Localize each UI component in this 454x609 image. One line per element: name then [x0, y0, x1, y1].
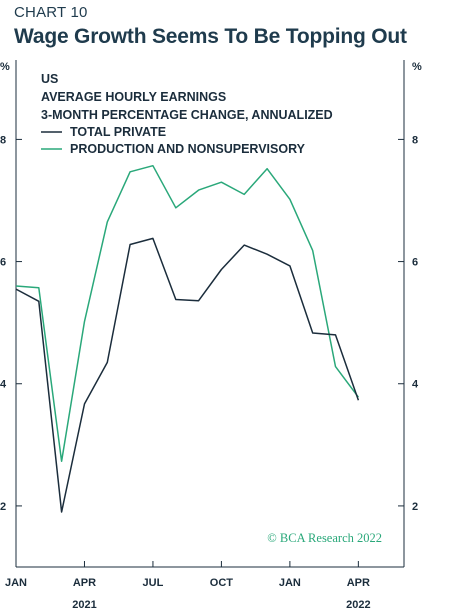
legend-series-total-private: TOTAL PRIVATE [70, 125, 166, 139]
y-axis-right: % 2 4 6 8 [398, 61, 422, 513]
x-tick-label: APR [73, 577, 96, 589]
legend-subtitle-line-2: 3-MONTH PERCENTAGE CHANGE, ANNUALIZED [41, 108, 333, 122]
y-axis-left: % 2 4 6 8 [0, 61, 22, 513]
legend: US AVERAGE HOURLY EARNINGS 3-MONTH PERCE… [41, 72, 333, 156]
chart-number: CHART 10 [14, 4, 88, 21]
plot-frame [15, 60, 405, 568]
x-tick-label: JAN [5, 577, 27, 589]
x-year-label: 2022 [346, 599, 370, 609]
x-axis: JAN APR JUL OCT JAN APR 2021 2022 [5, 561, 371, 609]
y-tick-label-left: 8 [0, 134, 6, 146]
legend-region: US [41, 72, 58, 86]
x-year-label: 2021 [72, 599, 96, 609]
y-tick-label-right: 2 [412, 501, 418, 513]
y-tick-label-right: 4 [412, 379, 419, 391]
y-tick-label-left: 4 [0, 379, 7, 391]
series-line-total-private [15, 237, 360, 513]
y-unit-left: % [0, 61, 10, 73]
x-tick-label: JUL [143, 577, 164, 589]
y-tick-label-left: 6 [0, 257, 6, 269]
source-credit: © BCA Research 2022 [267, 531, 382, 545]
x-tick-label: APR [347, 577, 370, 589]
y-unit-right: % [412, 61, 422, 73]
y-tick-label-right: 8 [412, 134, 418, 146]
chart-title: Wage Growth Seems To Be Topping Out [14, 25, 407, 48]
series-line-production-and-nonsupervisory [15, 164, 360, 463]
legend-series-production: PRODUCTION AND NONSUPERVISORY [70, 142, 306, 156]
x-tick-label: JAN [279, 577, 301, 589]
x-tick-label: OCT [210, 577, 234, 589]
y-tick-label-right: 6 [412, 257, 418, 269]
y-tick-label-left: 2 [0, 501, 6, 513]
legend-subtitle-line-1: AVERAGE HOURLY EARNINGS [41, 90, 226, 104]
series-lines [15, 164, 360, 513]
